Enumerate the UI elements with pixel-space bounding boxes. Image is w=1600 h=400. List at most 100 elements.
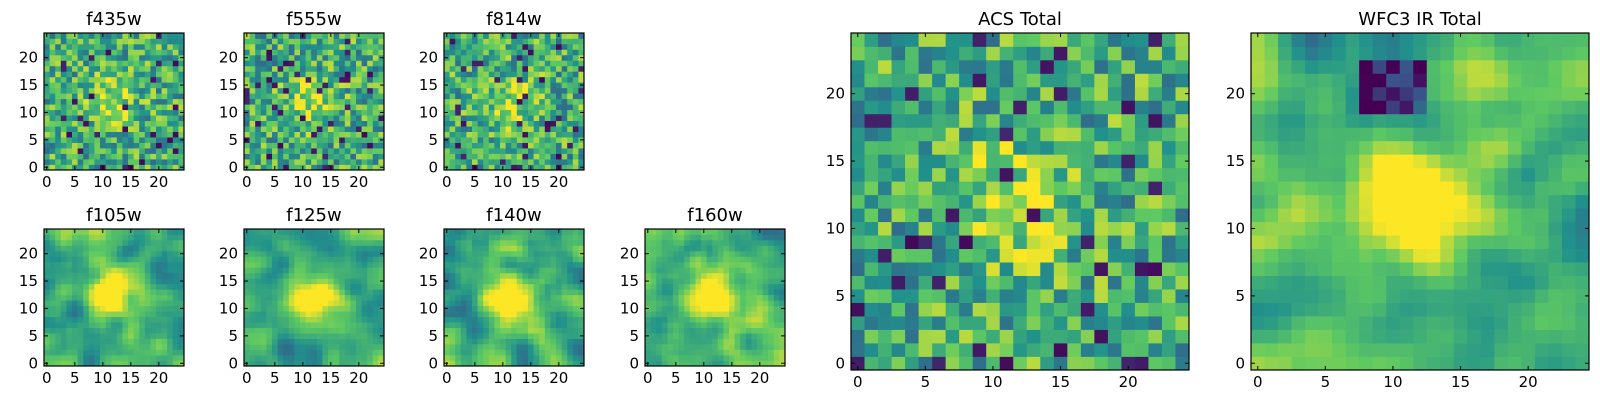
heatmap-cell: [723, 239, 730, 246]
heatmap-cell: [244, 349, 250, 356]
heatmap-cell: [505, 148, 512, 154]
heatmap-cell: [244, 300, 250, 307]
heatmap-cell: [283, 126, 290, 132]
heatmap-cell: [260, 87, 267, 94]
heatmap-cell: [100, 283, 106, 290]
heatmap-cell: [684, 344, 691, 350]
heatmap-cell: [60, 71, 67, 78]
heatmap-cell: [472, 333, 478, 339]
heatmap-cell: [133, 93, 140, 100]
heatmap-cell: [500, 43, 506, 50]
heatmap-cell: [444, 76, 450, 83]
heatmap-cell: [266, 338, 273, 345]
heatmap-cell: [550, 250, 557, 257]
heatmap-cell: [522, 283, 529, 290]
heatmap-cell: [483, 322, 490, 328]
heatmap-cell: [339, 322, 346, 328]
heatmap-cell: [477, 120, 484, 127]
heatmap-cell: [712, 256, 719, 263]
heatmap-cell: [460, 239, 467, 246]
heatmap-cell: [328, 355, 334, 361]
heatmap-cell: [1067, 167, 1082, 182]
heatmap-cell: [494, 38, 501, 45]
heatmap-cell: [283, 322, 290, 328]
heatmap-cell: [567, 316, 574, 323]
heatmap-cell: [44, 311, 50, 318]
heatmap-cell: [444, 300, 450, 307]
heatmap-cell: [1026, 302, 1041, 317]
heatmap-cell: [156, 49, 162, 56]
heatmap-cell: [650, 327, 657, 334]
heatmap-cell: [288, 153, 295, 160]
heatmap-cell: [128, 148, 134, 154]
heatmap-cell: [122, 360, 129, 367]
heatmap-cell: [516, 131, 523, 138]
heatmap-cell: [60, 87, 67, 94]
heatmap-cell: [701, 294, 707, 301]
heatmap-cell: [539, 360, 546, 367]
heatmap-cell: [249, 98, 256, 105]
heatmap-cell: [339, 283, 346, 290]
heatmap-cell: [477, 256, 484, 263]
heatmap-cell: [444, 322, 450, 328]
heatmap-cell: [144, 126, 151, 132]
heatmap-cell: [522, 338, 529, 345]
heatmap-cell: [522, 142, 529, 149]
heatmap-cell: [768, 316, 775, 323]
heatmap-cell: [678, 316, 685, 323]
heatmap-cell: [333, 137, 340, 143]
heatmap-cell: [255, 104, 262, 111]
heatmap-cell: [986, 356, 1001, 371]
heatmap-cell: [144, 311, 151, 318]
heatmap-cell: [522, 33, 529, 39]
heatmap-cell: [466, 98, 473, 105]
heatmap-cell: [494, 164, 501, 171]
heatmap-cell: [105, 109, 112, 116]
heatmap-cell: [717, 250, 724, 257]
heatmap-cell: [356, 250, 362, 257]
heatmap-cell: [706, 234, 713, 241]
heatmap-cell: [339, 164, 346, 171]
heatmap-cell: [511, 153, 518, 160]
heatmap-cell: [544, 289, 551, 296]
heatmap-cell: [511, 344, 518, 350]
heatmap-cell: [550, 267, 557, 274]
heatmap-cell: [111, 43, 118, 50]
heatmap-cell: [150, 333, 157, 339]
heatmap-cell: [494, 98, 501, 105]
heatmap-cell: [472, 349, 478, 356]
heatmap-cell: [249, 355, 256, 361]
heatmap-cell: [561, 322, 568, 328]
heatmap-cell: [905, 194, 919, 209]
heatmap-cell: [288, 333, 295, 339]
heatmap-cell: [322, 137, 329, 143]
heatmap-cell: [316, 256, 323, 263]
heatmap-cell: [511, 305, 518, 312]
heatmap-cell: [305, 344, 312, 350]
heatmap-cell: [111, 250, 118, 257]
heatmap-cell: [111, 71, 118, 78]
heatmap-cell: [494, 256, 501, 263]
heatmap-cell: [1013, 221, 1028, 236]
heatmap-cell: [706, 349, 713, 356]
heatmap-cell: [249, 43, 256, 50]
x-tick-label: 15: [121, 173, 140, 191]
heatmap-cell: [932, 154, 946, 169]
heatmap-cell: [773, 322, 780, 328]
heatmap-cell: [260, 316, 267, 323]
heatmap-cell: [695, 239, 702, 246]
heatmap-cell: [288, 104, 295, 111]
heatmap-cell: [494, 333, 501, 339]
heatmap-cell: [77, 71, 84, 78]
heatmap-cell: [556, 126, 562, 132]
heatmap-cell: [533, 137, 540, 143]
heatmap-cell: [466, 60, 473, 67]
heatmap-cell: [729, 311, 735, 318]
heatmap-cell: [122, 322, 129, 328]
heatmap-cell: [150, 137, 157, 143]
x-tick-label: 0: [643, 369, 653, 387]
heatmap-cell: [466, 245, 473, 252]
heatmap-cell: [311, 164, 318, 171]
heatmap-cell: [455, 98, 462, 105]
heatmap-cell: [516, 115, 523, 122]
